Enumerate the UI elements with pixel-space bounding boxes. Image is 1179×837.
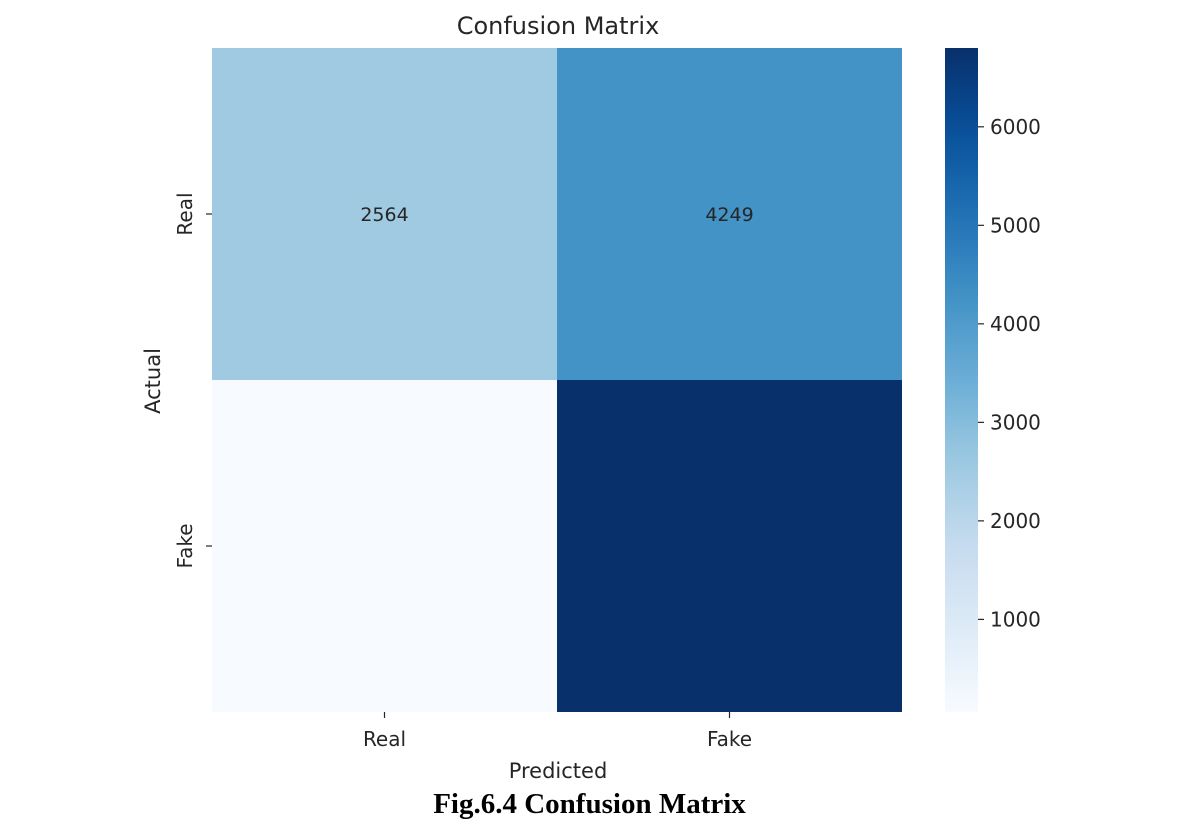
colorbar-tick-label: 4000 [990,312,1041,336]
y-axis-label: Actual [141,348,165,414]
heatmap-cells: 2564 4249 [212,48,902,712]
heatmap-cell-fake-fake [557,380,902,712]
heatmap-cell-real-fake [557,48,902,380]
x-tick-label-fake: Fake [707,727,752,751]
confusion-matrix-chart: Confusion Matrix 2564 4249 Real Fake Real F… [141,12,1041,783]
colorbar-ticks: 1000 2000 3000 4000 5000 6000 [978,115,1041,631]
x-tick-labels: Real Fake [363,712,752,751]
y-tick-labels: Real Fake [173,192,212,569]
heatmap-cell-fake-real [212,380,557,712]
y-tick-label-fake: Fake [173,523,197,568]
y-tick-label-real: Real [173,192,197,235]
x-tick-label-real: Real [363,727,406,751]
colorbar [945,48,978,712]
colorbar-tick-label: 6000 [990,115,1041,139]
heatmap-cell-real-real [212,48,557,380]
x-axis-label: Predicted [509,759,608,783]
colorbar-tick-label: 2000 [990,509,1041,533]
cell-value-label: 2564 [360,204,408,226]
colorbar-tick-label: 1000 [990,607,1041,631]
chart-title: Confusion Matrix [457,12,660,40]
colorbar-tick-label: 5000 [990,213,1041,237]
colorbar-tick-label: 3000 [990,410,1041,434]
cell-value-label: 4249 [705,204,753,226]
figure-caption: Fig.6.4 Confusion Matrix [433,788,746,820]
